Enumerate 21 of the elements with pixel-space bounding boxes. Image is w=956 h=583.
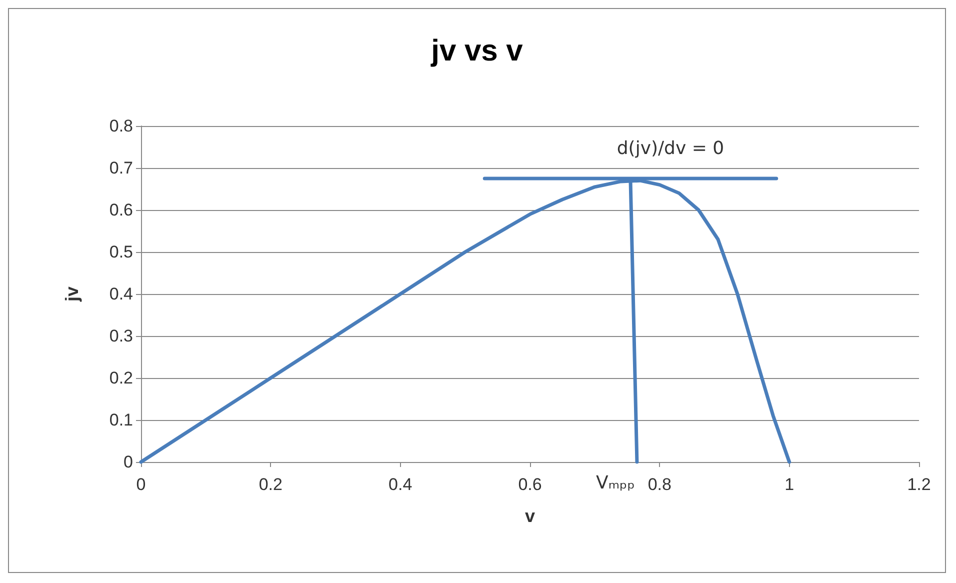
- x-tick-label: 0.8: [648, 475, 672, 494]
- annotation: d(jv)/dv = 0: [616, 138, 724, 159]
- y-tick-label: 0.5: [109, 242, 133, 262]
- text: Vₘₚₚ: [596, 472, 635, 494]
- y-tick-label: 0.6: [109, 200, 133, 220]
- x-tick-label: 0.6: [518, 475, 542, 494]
- x-tick-label: 1: [784, 475, 794, 494]
- x-tick-label: 0: [136, 475, 146, 494]
- y-tick-label: 0.4: [109, 284, 133, 304]
- x-axis-title: v: [524, 506, 536, 526]
- y-axis-title: jv: [62, 286, 82, 303]
- chart-title: jv vs v: [430, 34, 524, 68]
- y-tick-label: 0.7: [109, 158, 133, 178]
- y-tick-label: 0.2: [109, 368, 133, 388]
- y-tick-label: 0: [124, 452, 133, 472]
- y-tick-label: 0.1: [109, 410, 133, 430]
- y-tick-label: 0.8: [109, 116, 133, 136]
- y-tick-label: 0.3: [109, 326, 133, 346]
- x-tick-label: 0.2: [258, 475, 282, 494]
- x-tick-label: 0.4: [388, 475, 412, 494]
- x-tick-label: 1.2: [907, 475, 931, 494]
